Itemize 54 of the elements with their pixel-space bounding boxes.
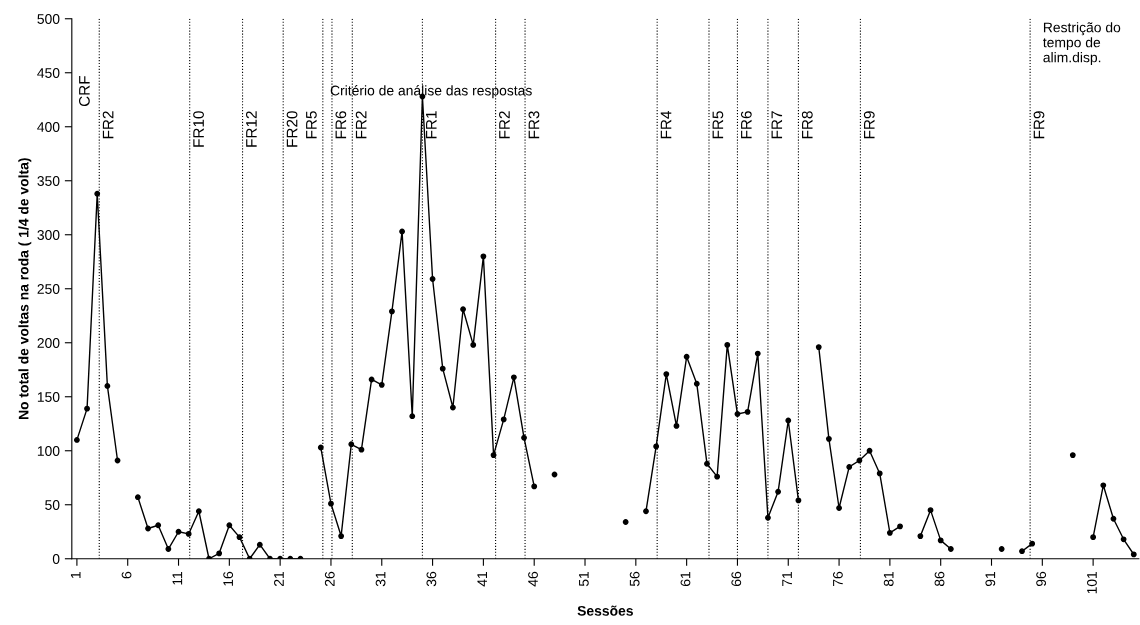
x-tick-label: 21 — [274, 571, 284, 586]
y-tick-label: 0 — [52, 554, 60, 564]
y-tick-label: 250 — [37, 284, 60, 294]
y-tick-label: 500 — [37, 14, 60, 24]
y-tick-label: 200 — [37, 338, 60, 348]
y-tick-label: 50 — [45, 500, 60, 510]
x-tick-label: 91 — [985, 571, 996, 587]
x-tick-label: 56 — [629, 571, 640, 587]
x-tick-label: 46 — [528, 571, 538, 587]
ref-line-label: FR6 — [740, 111, 752, 139]
ref-line-label: FR4 — [660, 111, 672, 139]
x-tick-label: 61 — [680, 571, 691, 586]
x-tick-label: 1 — [70, 571, 81, 578]
x-tick-label: 71 — [782, 571, 792, 586]
ref-line-label: FR20 — [286, 111, 298, 147]
ref-line-label: FR2 — [499, 111, 510, 139]
x-tick-label: 26 — [324, 571, 335, 586]
x-tick-label: 51 — [579, 571, 589, 587]
x-tick-label: 6 — [121, 571, 132, 579]
x-tick-label: 41 — [477, 571, 487, 587]
ref-line-label: FR5 — [712, 111, 724, 139]
ref-line-label: FR2 — [355, 111, 367, 139]
x-tick-label: 86 — [934, 571, 945, 587]
ref-line-label: FR8 — [801, 111, 813, 139]
ref-line-label: FR5 — [306, 111, 317, 139]
ref-line-label: FR9 — [863, 111, 875, 139]
ref-line-label: FR7 — [771, 111, 783, 139]
y-tick-label: 300 — [37, 230, 60, 240]
y-tick-label: 400 — [37, 122, 60, 132]
x-tick-label: 76 — [832, 571, 843, 586]
annotation: Restrição do tempo de alim.disp. — [1043, 22, 1121, 66]
x-tick-label: 16 — [223, 571, 234, 586]
x-axis-title: Sessões — [577, 605, 633, 616]
ref-line-label: FR10 — [193, 111, 204, 147]
ref-line-label: FR9 — [1033, 111, 1045, 139]
ref-line-label: FR2 — [102, 111, 114, 139]
x-tick-label: 66 — [731, 571, 742, 586]
x-tick-label: 36 — [426, 571, 437, 587]
x-tick-label: 11 — [172, 571, 183, 585]
x-tick-label: 81 — [883, 571, 894, 587]
y-axis-title: No total de voltas na roda ( 1/4 de volta) — [18, 158, 32, 420]
x-tick-label: 31 — [375, 571, 386, 587]
ref-line-label: FR6 — [335, 111, 347, 139]
y-tick-label: 350 — [37, 176, 60, 186]
ref-line-label: FR12 — [246, 111, 257, 147]
annotation: Critério de análise das respostas — [330, 85, 532, 99]
y-tick-label: 150 — [37, 392, 60, 402]
x-tick-label: 101 — [1087, 571, 1097, 594]
annotation: CRF — [78, 76, 90, 107]
y-tick-label: 100 — [37, 446, 60, 456]
ref-line-label: FR1 — [426, 111, 437, 139]
ref-line-label: FR3 — [528, 111, 540, 139]
y-tick-label: 450 — [37, 68, 60, 78]
x-tick-label: 96 — [1036, 571, 1047, 587]
